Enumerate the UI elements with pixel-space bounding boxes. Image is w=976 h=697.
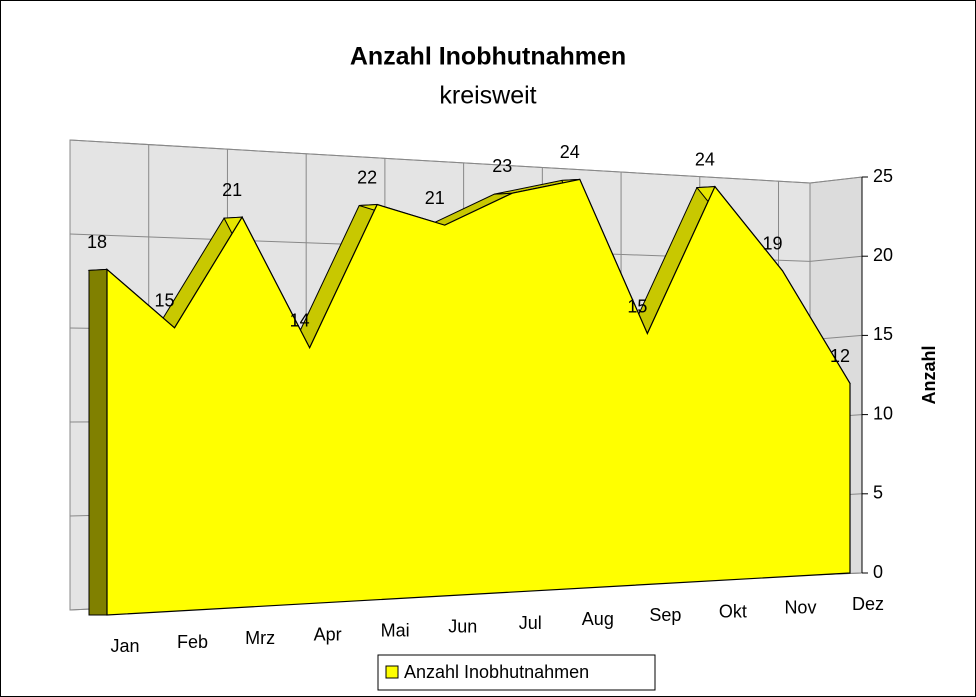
data-label: 18	[87, 232, 107, 252]
x-tick-label: Apr	[314, 624, 342, 644]
x-tick-label: Okt	[719, 601, 747, 621]
y-tick-label: 15	[873, 324, 893, 344]
data-label: 14	[290, 310, 310, 330]
area-side	[88, 268, 108, 616]
x-tick-label: Mrz	[245, 628, 275, 648]
x-tick-label: Mai	[381, 620, 410, 640]
x-tick-label: Jan	[110, 636, 139, 656]
grid-line	[69, 139, 863, 184]
legend-label: Anzahl Inobhutnahmen	[404, 662, 589, 682]
y-axis-title: Anzahl	[919, 345, 939, 404]
y-tick-label: 10	[873, 403, 893, 423]
data-label: 24	[695, 149, 715, 169]
data-label: 19	[762, 233, 782, 253]
y-tick-label: 20	[873, 245, 893, 265]
x-tick-label: Aug	[582, 609, 614, 629]
chart-subtitle: kreisweit	[439, 82, 536, 110]
x-tick-label: Jun	[448, 617, 477, 637]
grid-line	[69, 233, 863, 262]
x-tick-label: Feb	[177, 632, 208, 652]
data-label: 12	[830, 346, 850, 366]
x-tick-label: Jul	[519, 613, 542, 633]
data-label: 23	[492, 156, 512, 176]
area	[106, 178, 851, 616]
y-tick-label: 5	[873, 483, 883, 503]
data-label: 22	[357, 167, 377, 187]
data-label: 15	[627, 296, 647, 316]
x-tick-label: Sep	[649, 605, 681, 625]
chart-title: Anzahl Inobhutnahmen	[350, 43, 626, 71]
x-tick-label: Nov	[784, 598, 816, 618]
data-label: 15	[155, 291, 175, 311]
legend-swatch	[385, 665, 399, 679]
data-label: 24	[560, 142, 580, 162]
x-tick-label: Dez	[852, 594, 884, 614]
data-label: 21	[425, 188, 445, 208]
legend	[377, 654, 656, 691]
y-tick-label: 0	[873, 562, 883, 582]
data-label: 21	[222, 180, 242, 200]
y-tick-label: 25	[873, 166, 893, 186]
